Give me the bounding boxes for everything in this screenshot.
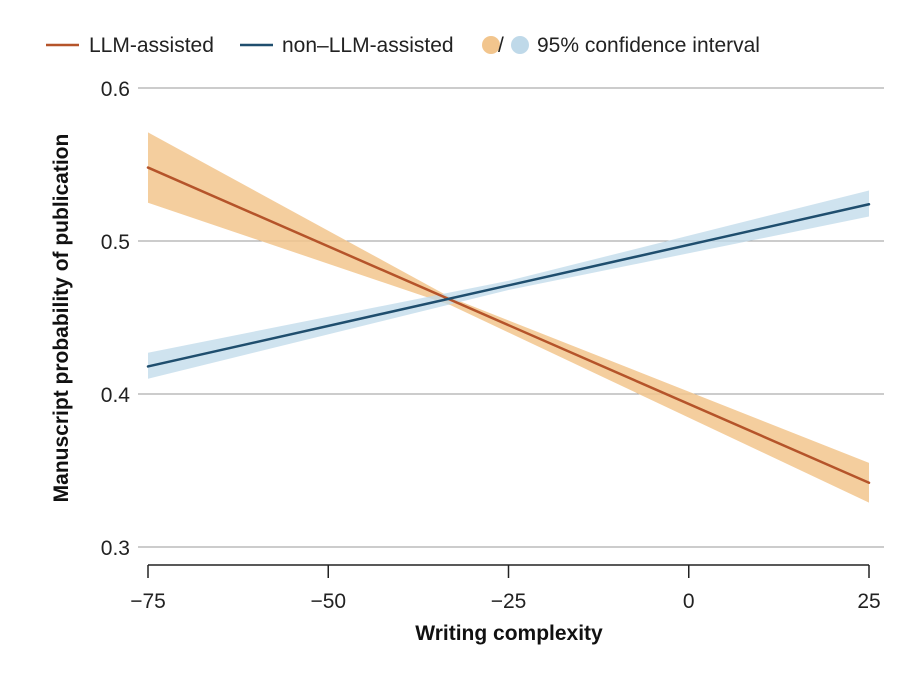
y-tick-label: 0.4 <box>101 384 131 407</box>
ci-band-llm <box>148 132 869 503</box>
x-axis-title: Writing complexity <box>415 622 603 645</box>
x-tick-label: −25 <box>491 590 527 613</box>
gridlines <box>138 87 884 548</box>
y-tick-label: 0.6 <box>101 78 130 101</box>
x-tick-label: −75 <box>130 590 166 613</box>
y-axis-ticks: 0.3 0.4 0.5 0.6 <box>101 78 131 560</box>
y-tick-label: 0.5 <box>101 231 130 254</box>
legend-swatch-ci-non-llm <box>511 36 529 54</box>
legend-label-llm: LLM-assisted <box>89 34 214 57</box>
x-axis: −75 −50 −25 0 25 <box>130 564 881 613</box>
legend-label-ci: 95% confidence interval <box>537 34 760 57</box>
confidence-bands <box>148 132 869 503</box>
legend: LLM-assisted non–LLM-assisted / 95% conf… <box>46 34 760 57</box>
series-line-llm <box>146 166 871 484</box>
legend-label-non-llm: non–LLM-assisted <box>282 34 454 57</box>
x-tick-label: 0 <box>683 590 695 613</box>
x-tick-label: −50 <box>310 590 346 613</box>
y-axis-title: Manuscript probability of publication <box>50 134 73 503</box>
x-tick-label: 25 <box>857 590 880 613</box>
series-line-non-llm <box>146 203 871 368</box>
legend-swatch-ci-llm <box>482 36 500 54</box>
legend-ci-separator: / <box>498 34 504 57</box>
y-tick-label: 0.3 <box>101 537 130 560</box>
series-lines <box>146 166 871 484</box>
